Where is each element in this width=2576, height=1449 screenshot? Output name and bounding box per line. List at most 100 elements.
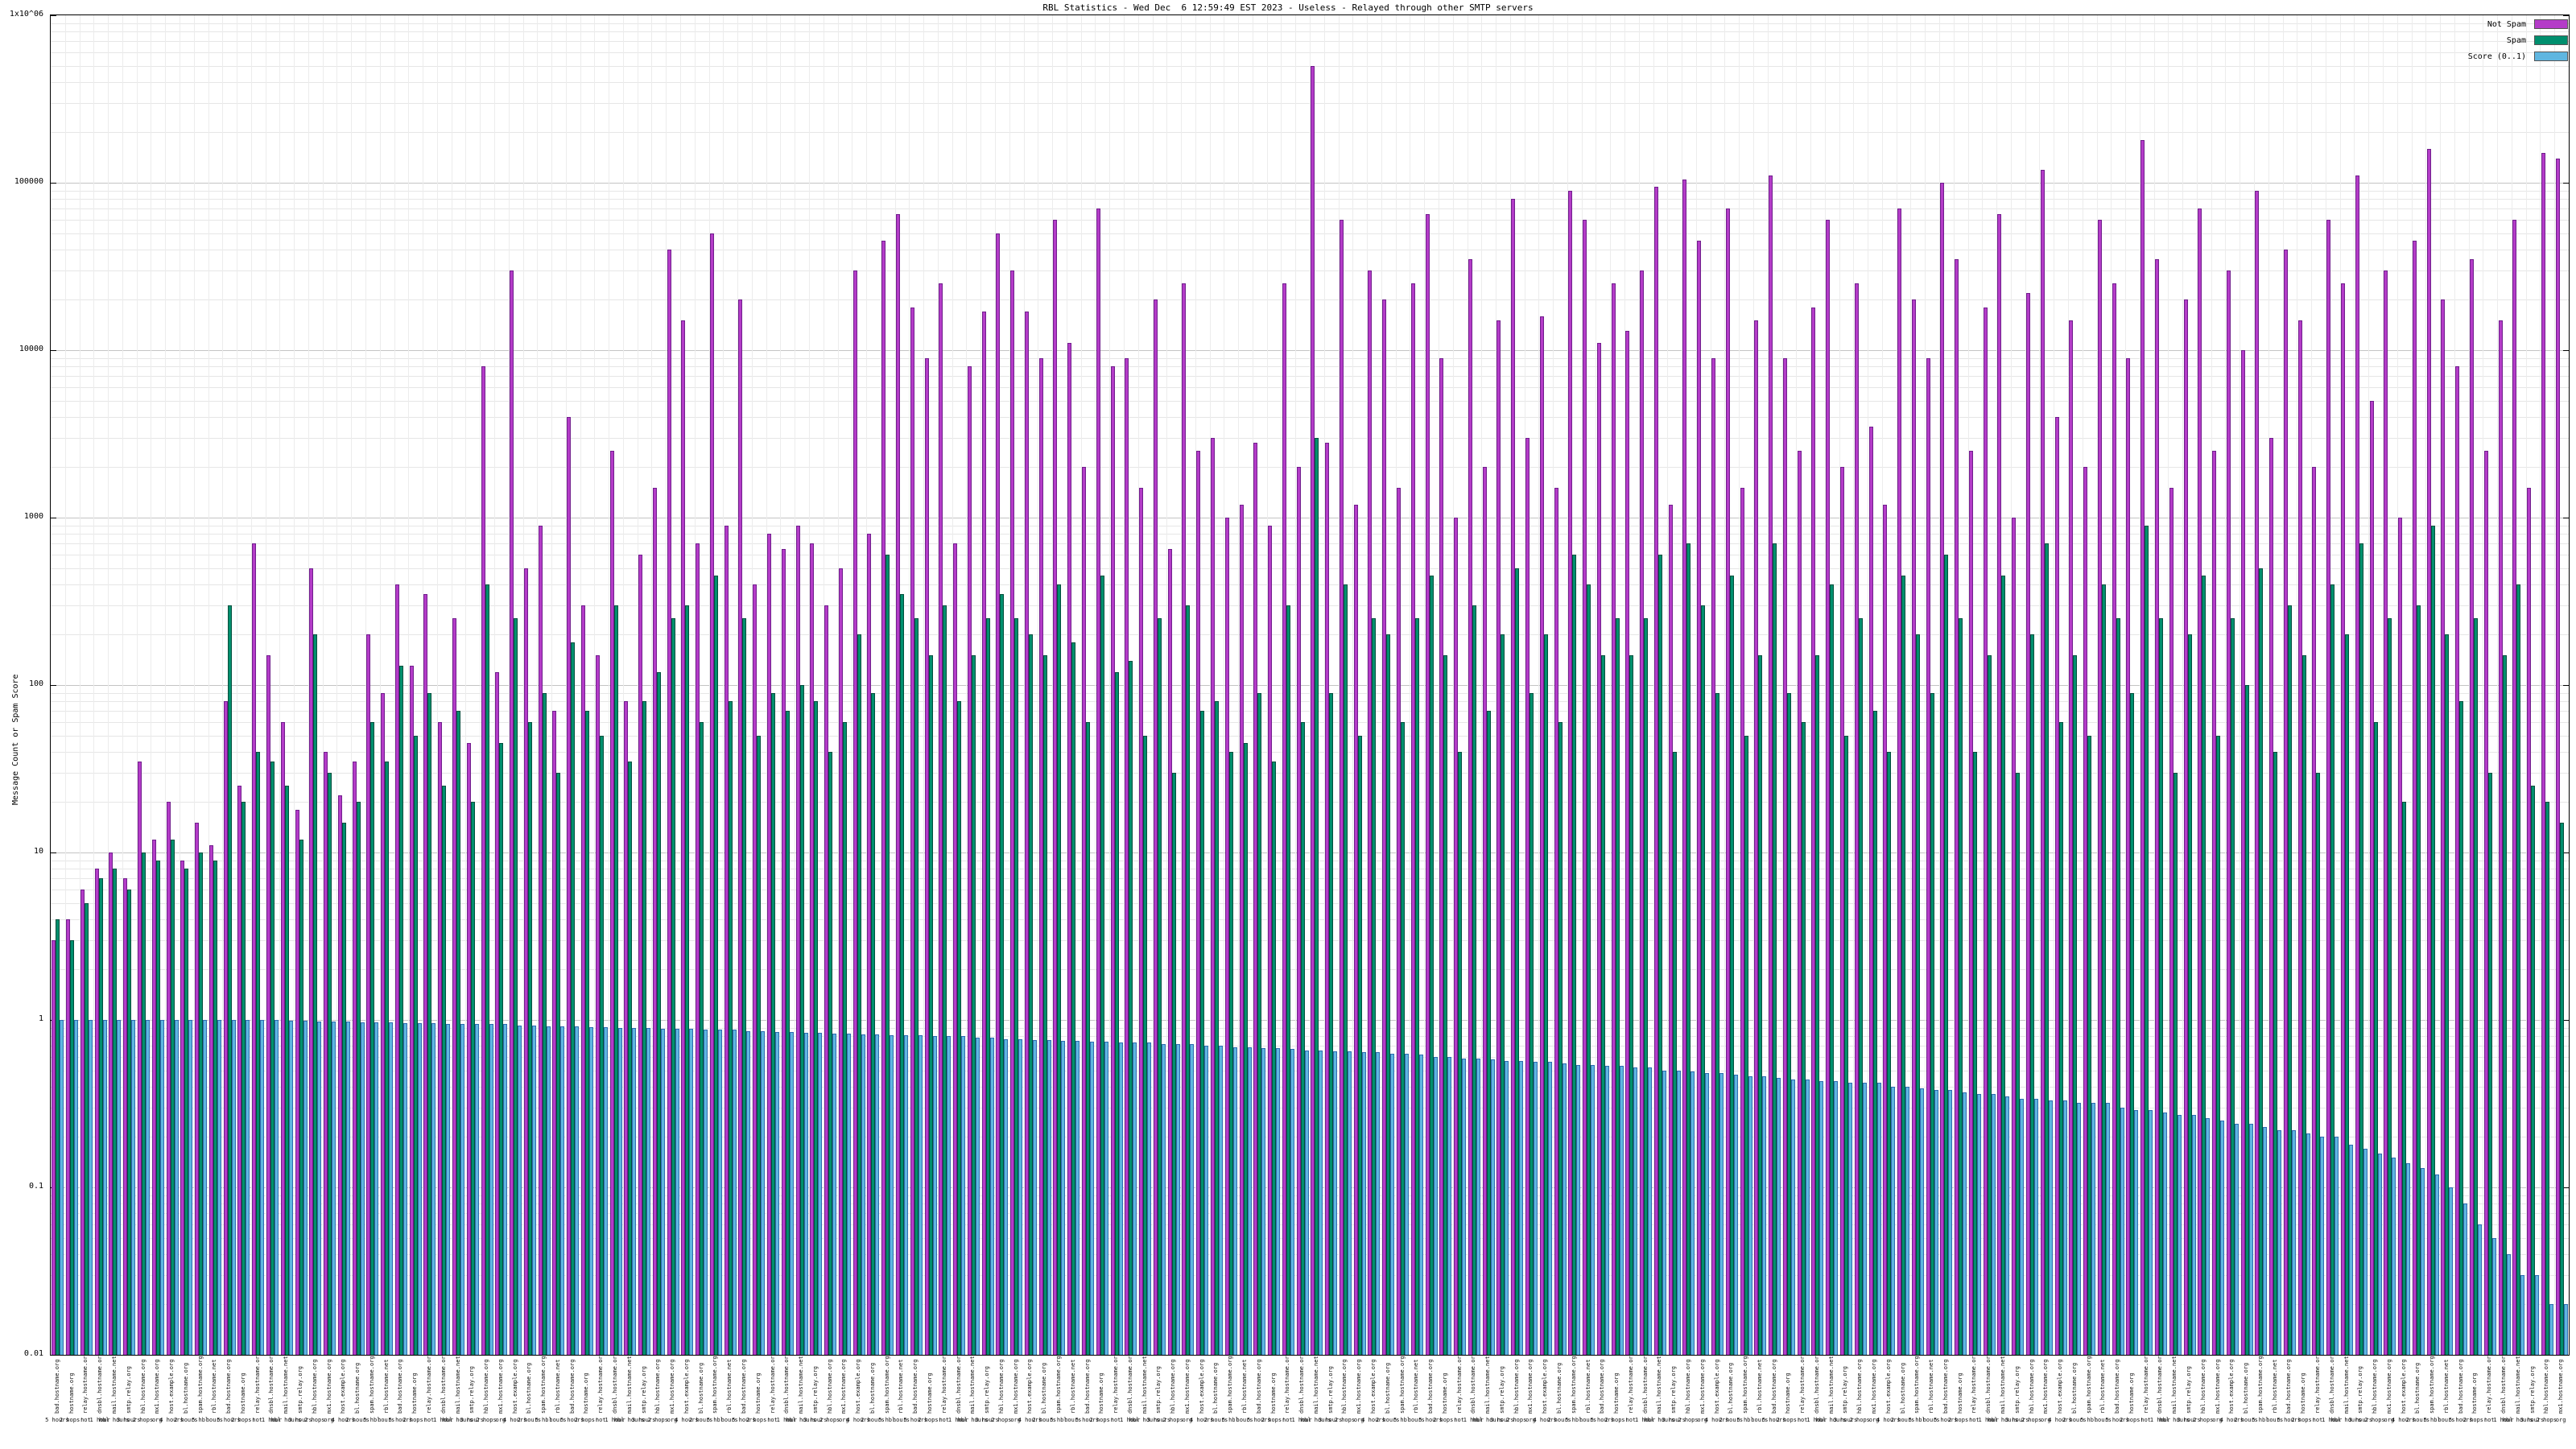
bar-spam bbox=[1887, 751, 1892, 1355]
bar-spam bbox=[928, 655, 933, 1355]
bar-not-spam bbox=[466, 743, 471, 1355]
chart-title: RBL Statistics - Wed Dec 6 12:59:49 EST … bbox=[1042, 2, 1534, 13]
bar-not-spam bbox=[1940, 183, 1945, 1355]
bar-spam bbox=[899, 593, 904, 1355]
x-tick-label: mail.hostname.net bbox=[1141, 1356, 1148, 1414]
bar-not-spam bbox=[552, 711, 557, 1355]
bar-spam bbox=[1472, 605, 1476, 1355]
bar-not-spam bbox=[924, 357, 929, 1355]
bar-score bbox=[1891, 1086, 1896, 1355]
bar-score bbox=[603, 1026, 608, 1355]
bar-spam bbox=[1715, 692, 1720, 1355]
bar-score bbox=[1204, 1046, 1209, 1355]
x-tick-sublabel: 1 hour bbox=[261, 1417, 283, 1423]
bar-spam bbox=[1629, 655, 1634, 1355]
x-tick-sublabel: 1 hour bbox=[89, 1417, 110, 1423]
bar-not-spam bbox=[1754, 320, 1759, 1355]
gridline-vertical bbox=[1381, 15, 1382, 1355]
y-tick-mark bbox=[2563, 350, 2569, 351]
gridline-vertical bbox=[480, 15, 481, 1355]
x-tick-label: relay.hostname.org bbox=[425, 1356, 432, 1414]
x-tick-label: smtp.relay.org bbox=[1842, 1365, 1849, 1414]
x-tick-sublabel: not bbox=[595, 1417, 606, 1423]
gridline-vertical bbox=[1538, 15, 1540, 1355]
bar-not-spam bbox=[1697, 241, 1702, 1355]
x-tick-label: dnsbl.hostname.org bbox=[1641, 1356, 1649, 1414]
bar-score bbox=[632, 1027, 637, 1355]
bar-spam bbox=[370, 722, 375, 1355]
gridline-vertical bbox=[837, 15, 839, 1355]
gridline-vertical bbox=[2067, 15, 2069, 1355]
x-tick-sublabel: 3 hours bbox=[2348, 1417, 2373, 1423]
y-tick-mark bbox=[51, 350, 56, 351]
x-tick-sublabel: 2 hours bbox=[2405, 1417, 2430, 1423]
x-tick-sublabel: 4 hours bbox=[675, 1417, 699, 1423]
gridline-vertical bbox=[1281, 15, 1282, 1355]
y-tick-mark bbox=[51, 15, 56, 16]
bar-score bbox=[1333, 1051, 1338, 1355]
gridline-vertical bbox=[1395, 15, 1397, 1355]
bar-score bbox=[303, 1020, 308, 1355]
x-tick-label: host.example.org bbox=[1885, 1359, 1892, 1414]
x-tick-sublabel: 5 hours bbox=[1934, 1417, 1958, 1423]
bar-score bbox=[2191, 1115, 2196, 1355]
bar-not-spam bbox=[1596, 343, 1601, 1355]
gridline-vertical bbox=[2554, 15, 2556, 1355]
x-tick-label: dnsbl.hostname.org bbox=[2328, 1356, 2335, 1414]
x-tick-label: bl.hostname.org bbox=[869, 1362, 876, 1414]
bar-score bbox=[231, 1020, 236, 1355]
x-tick-label: bad.hostname.org bbox=[1770, 1359, 1777, 1414]
bar-spam bbox=[2345, 634, 2350, 1355]
bar-spam bbox=[442, 786, 447, 1355]
bar-score bbox=[159, 1020, 164, 1355]
gridline-vertical bbox=[1238, 15, 1240, 1355]
x-tick-sublabel: hours bbox=[1236, 1417, 1253, 1423]
x-tick-sublabel: 2 hops bbox=[1506, 1417, 1527, 1423]
x-tick-label: hbl.hostname.org bbox=[1341, 1359, 1348, 1414]
bar-score bbox=[2291, 1129, 2296, 1355]
bar-score bbox=[1505, 1060, 1509, 1355]
bar-not-spam bbox=[1196, 451, 1201, 1355]
x-tick-label: rbl.hostname.net bbox=[554, 1359, 561, 1414]
gridline-vertical bbox=[1839, 15, 1840, 1355]
x-tick-sublabel: hbl hours bbox=[270, 1417, 302, 1423]
bar-score bbox=[1790, 1080, 1795, 1355]
bar-score bbox=[1490, 1059, 1495, 1355]
bar-not-spam bbox=[595, 655, 600, 1355]
x-tick-sublabel: hbl hours bbox=[2330, 1417, 2362, 1423]
x-tick-sublabel: 1 hour bbox=[2493, 1417, 2514, 1423]
x-tick-sublabel: 5 hbl bbox=[1050, 1417, 1067, 1423]
bar-not-spam bbox=[2040, 169, 2045, 1355]
gridline-vertical bbox=[751, 15, 753, 1355]
x-tick-label: spam.hostname.org bbox=[1913, 1356, 1921, 1414]
gridline-vertical bbox=[651, 15, 653, 1355]
bar-spam bbox=[2402, 802, 2407, 1355]
x-tick-label: host.example.org bbox=[2057, 1359, 2064, 1414]
bar-spam bbox=[1959, 618, 1963, 1355]
gridline-vertical bbox=[493, 15, 495, 1355]
bar-score bbox=[1547, 1062, 1552, 1355]
x-tick-sublabel: hbl hours bbox=[1300, 1417, 1331, 1423]
bar-score bbox=[803, 1032, 808, 1355]
gridline-vertical bbox=[1610, 15, 1612, 1355]
bar-score bbox=[1018, 1038, 1023, 1355]
x-tick-sublabel: not bbox=[939, 1417, 950, 1423]
x-tick-sublabel: 3 hours bbox=[1833, 1417, 1858, 1423]
bar-score bbox=[2220, 1121, 2225, 1355]
bar-not-spam bbox=[1397, 488, 1402, 1355]
gridline-vertical bbox=[1910, 15, 1912, 1355]
x-tick-label: mx1.hostname.org bbox=[2557, 1359, 2565, 1414]
bar-score bbox=[746, 1030, 751, 1355]
gridline-vertical bbox=[1095, 15, 1096, 1355]
bar-score bbox=[188, 1020, 193, 1355]
x-tick-label: bad.hostname.org bbox=[2114, 1359, 2121, 1414]
x-tick-sublabel: org bbox=[2555, 1417, 2566, 1423]
bar-not-spam bbox=[366, 634, 371, 1355]
bar-score bbox=[689, 1028, 694, 1355]
x-tick-label: host.example.org bbox=[683, 1359, 690, 1414]
x-tick-label: relay.hostname.org bbox=[1284, 1356, 1291, 1414]
legend-label: Score (0..1) bbox=[2467, 52, 2526, 61]
bar-spam bbox=[1729, 576, 1734, 1355]
x-tick-label: relay.hostname.org bbox=[2314, 1356, 2321, 1414]
x-tick-label: smtp.relay.org bbox=[1327, 1365, 1334, 1414]
